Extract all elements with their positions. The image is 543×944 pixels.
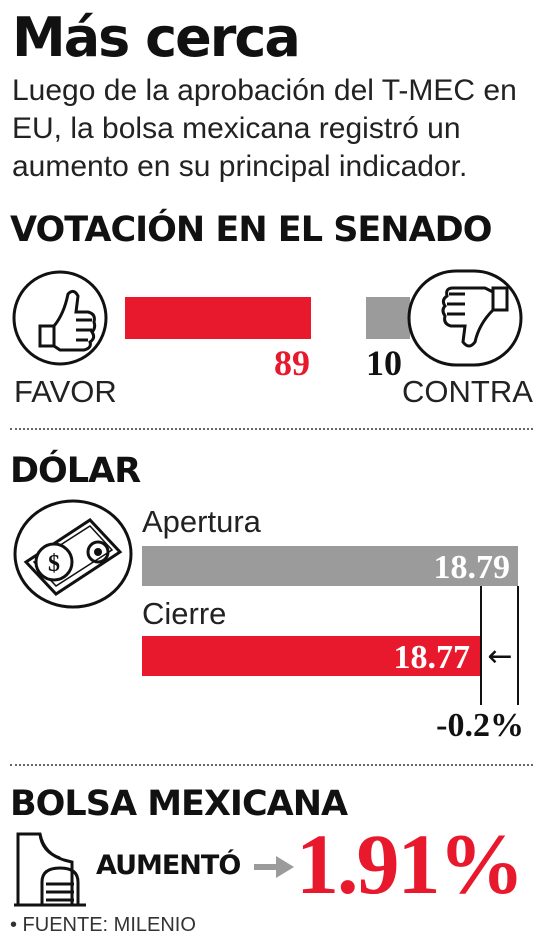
senate-bars: 89 10 — [125, 297, 410, 383]
svg-text:$: $ — [48, 551, 60, 577]
contra-label: CONTRA — [402, 374, 533, 409]
dollar-heading: DÓLAR — [10, 451, 141, 491]
thumbs-down-icon — [407, 269, 523, 367]
favor-label: FAVOR — [14, 374, 117, 409]
building-icon — [14, 832, 86, 907]
stock-heading: BOLSA MEXICANA — [10, 784, 348, 824]
page-subtitle: Luego de la aprobación del T-MEC en EU, … — [12, 74, 517, 183]
page-title: Más cerca — [12, 6, 301, 69]
arrow-icon: ← — [487, 639, 512, 674]
favor-value-label: 89 — [274, 343, 310, 383]
dollar-bill-icon: $ — [13, 499, 133, 609]
divider — [10, 428, 533, 430]
close-bar — [142, 636, 480, 676]
divider — [10, 764, 533, 766]
change-value-label: -0.2% — [436, 707, 524, 744]
contra-value-label: 10 — [366, 343, 402, 383]
open-value-label: 18.79 — [434, 549, 511, 586]
contra-bar — [366, 297, 410, 339]
stock-value: 1.91% — [296, 816, 524, 912]
stock-label: AUMENTÓ — [96, 850, 241, 881]
source-note: • FUENTE: MILENIO — [10, 914, 196, 936]
favor-bar — [125, 297, 311, 339]
close-value-label: 18.77 — [394, 639, 471, 676]
open-bar — [142, 546, 518, 586]
senate-heading: VOTACIÓN EN EL SENADO — [10, 210, 492, 250]
dollar-bars: 18.79 18.77 ← -0.2% — [142, 546, 524, 744]
open-label: Apertura — [142, 504, 261, 539]
thumbs-up-icon — [12, 270, 108, 366]
close-label: Cierre — [142, 596, 227, 631]
right-arrow-icon — [254, 856, 294, 878]
